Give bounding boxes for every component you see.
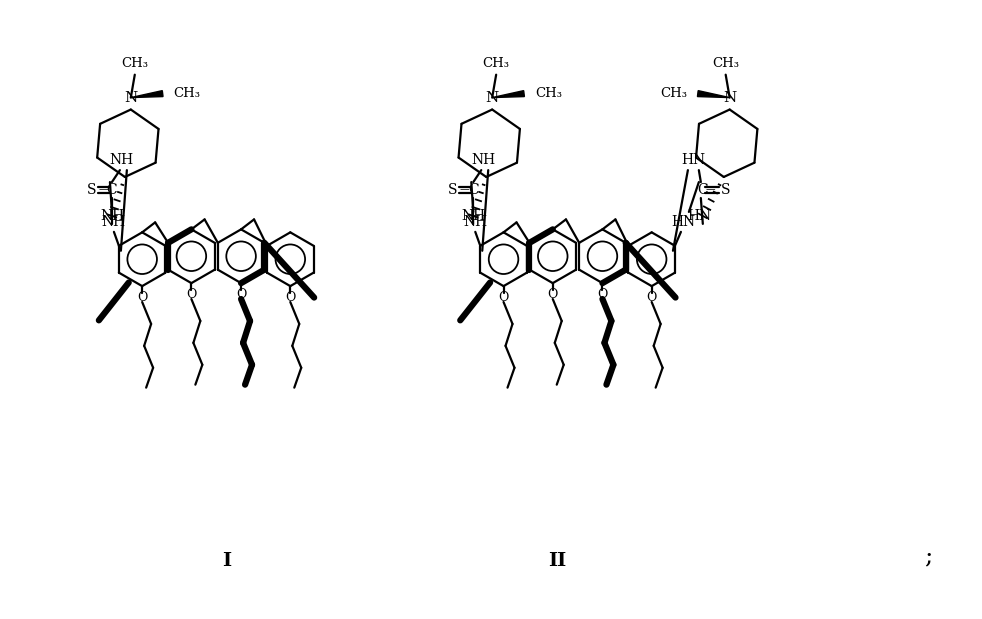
Text: S: S — [721, 183, 731, 197]
Text: NH: NH — [462, 209, 485, 223]
Text: ;: ; — [924, 544, 932, 568]
Text: O: O — [236, 288, 246, 301]
Text: CH₃: CH₃ — [483, 57, 510, 70]
Text: O: O — [498, 290, 509, 303]
Text: CH₃: CH₃ — [174, 87, 200, 100]
Text: C: C — [468, 183, 478, 197]
Text: =: = — [705, 182, 717, 196]
Text: CH₃: CH₃ — [535, 87, 562, 100]
Text: S: S — [86, 183, 96, 197]
Text: I: I — [222, 552, 231, 570]
Polygon shape — [697, 90, 730, 98]
Text: N: N — [485, 90, 499, 105]
Text: CH₃: CH₃ — [660, 87, 686, 100]
Text: NH: NH — [110, 153, 134, 167]
Text: O: O — [136, 290, 147, 303]
Text: O: O — [548, 288, 558, 301]
Text: O: O — [597, 288, 608, 301]
Text: O: O — [646, 290, 657, 303]
Text: N: N — [723, 90, 736, 105]
Text: O: O — [187, 288, 196, 301]
Text: NH: NH — [100, 209, 124, 223]
Text: II: II — [549, 552, 567, 570]
Text: N: N — [124, 90, 137, 105]
Text: NH: NH — [102, 215, 126, 229]
Text: HN: HN — [671, 215, 695, 229]
Text: NH: NH — [471, 153, 495, 167]
Text: O: O — [285, 290, 296, 303]
Text: =: = — [459, 182, 470, 196]
Text: C: C — [107, 183, 117, 197]
Text: HN: HN — [686, 209, 711, 223]
Text: =: = — [97, 182, 109, 196]
Text: CH₃: CH₃ — [122, 57, 148, 70]
Text: C: C — [697, 183, 708, 197]
Polygon shape — [131, 90, 163, 98]
Text: S: S — [448, 183, 458, 197]
Text: CH₃: CH₃ — [712, 57, 739, 70]
Polygon shape — [492, 90, 524, 98]
Text: NH: NH — [464, 215, 487, 229]
Text: HN: HN — [681, 153, 705, 167]
